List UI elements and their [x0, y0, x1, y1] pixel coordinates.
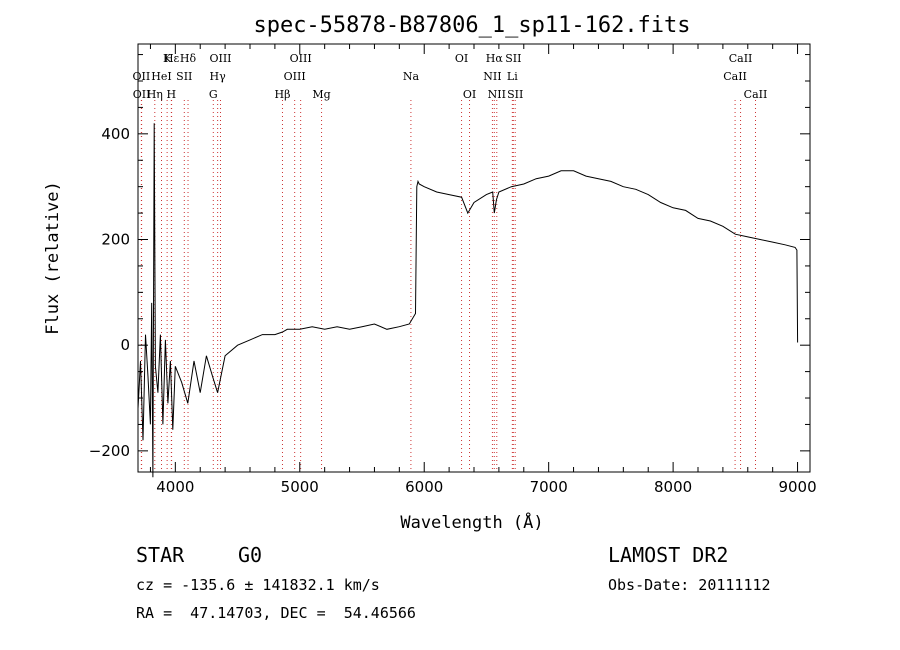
line-marker-label: Hβ [275, 88, 291, 101]
line-marker-label: CaII [729, 52, 753, 65]
x-tick-label: 6000 [405, 478, 443, 496]
line-marker-label: NII [488, 88, 506, 101]
line-marker-label: K [163, 52, 172, 65]
line-marker-label: H [167, 88, 177, 101]
y-tick-label: 0 [120, 336, 130, 354]
x-tick-label: 9000 [778, 478, 816, 496]
ra-dec: RA = 47.14703, DEC = 54.46566 [136, 604, 416, 622]
line-marker-label: SII [505, 52, 521, 65]
plot-frame [137, 43, 811, 473]
line-marker-label: OI [463, 88, 476, 101]
line-marker-label: NII [483, 70, 501, 83]
line-marker-label: OIII [209, 52, 231, 65]
line-marker-label: OII [133, 70, 151, 83]
line-marker-label: Mg [312, 88, 330, 101]
obs-date: Obs-Date: 20111112 [608, 576, 771, 594]
survey-name: LAMOST DR2 [608, 543, 729, 567]
line-marker-label: Hα [486, 52, 504, 65]
line-marker-label: OIII [290, 52, 312, 65]
line-marker-label: OI [455, 52, 468, 65]
chart-title: spec-55878-B87806_1_sp11-162.fits [253, 13, 690, 38]
spectrum-line [137, 123, 799, 478]
axis-ticks: 4000 5000 6000 7000 8000 9000 −200 0 200 400 [89, 44, 817, 496]
line-marker-label: OII [133, 88, 151, 101]
y-axis-label: Flux (relative) [43, 181, 63, 335]
y-tick-label: 400 [101, 125, 130, 143]
line-marker-label: CaII [744, 88, 768, 101]
y-tick-label: 200 [101, 231, 130, 249]
x-tick-label: 5000 [281, 478, 319, 496]
object-class: STAR [136, 543, 185, 567]
line-marker-label: Na [403, 70, 420, 83]
object-subclass: G0 [238, 543, 263, 567]
line-marker-label: G [209, 88, 218, 101]
line-marker-label: Hγ [210, 70, 227, 83]
line-marker-label: SII [176, 70, 192, 83]
redshift-line: cz = -135.6 ± 141832.1 km/s [136, 576, 380, 594]
x-tick-label: 7000 [530, 478, 568, 496]
line-marker-label: Hη [147, 88, 163, 101]
x-axis-label: Wavelength (Å) [400, 511, 543, 533]
x-tick-label: 4000 [156, 478, 194, 496]
line-marker-label: HeI [151, 70, 171, 83]
line-marker-label: SII [507, 88, 523, 101]
line-marker-label: Hε [164, 52, 180, 65]
line-marker-label: Hδ [180, 52, 197, 65]
y-tick-label: −200 [89, 442, 130, 460]
x-tick-label: 8000 [654, 478, 692, 496]
line-marker-label: CaII [723, 70, 747, 83]
line-marker-label: OIII [284, 70, 306, 83]
line-marker-label: Li [507, 70, 518, 83]
